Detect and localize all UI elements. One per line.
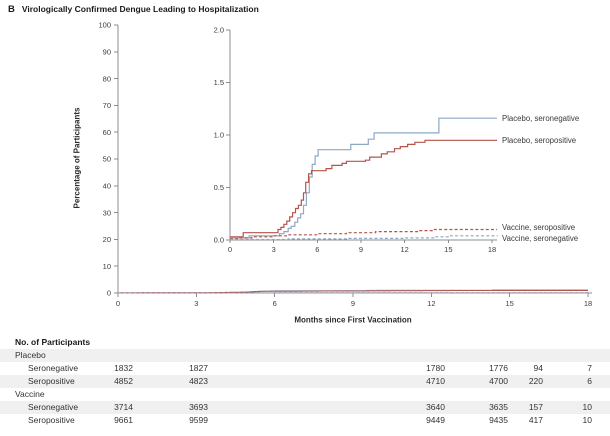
inset-y-tick-label: 1.0 (214, 131, 224, 140)
panel-label: B (8, 4, 15, 15)
count-cell: 4700 (489, 376, 508, 386)
main-x-tick-label: 6 (273, 299, 277, 308)
count-cell: 9661 (114, 415, 133, 425)
main-y-tick-label: 100 (98, 21, 111, 30)
group-row-vaccine: Vaccine (0, 388, 610, 401)
table-row: Seronegative 1832 1827 1780 1776 94 7 (0, 362, 610, 375)
main-y-tick-label: 30 (103, 208, 111, 217)
legend-vaccine-seropositive: Vaccine, seropositive (502, 223, 576, 232)
main-x-tick-label: 18 (584, 299, 592, 308)
x-axis-title: Months since First Vaccination (294, 315, 412, 325)
main-y-tick-label: 10 (103, 262, 111, 271)
main-x-tick-label: 12 (427, 299, 435, 308)
count-cell: 3693 (189, 402, 208, 412)
main-y-tick-label: 70 (103, 101, 111, 110)
group-label: Vaccine (15, 389, 45, 399)
inset-x-tick-label: 6 (315, 245, 319, 254)
inset-x-tick-label: 0 (228, 245, 232, 254)
inset-y-tick-label: 0.0 (214, 236, 224, 245)
count-cell: 220 (528, 376, 543, 386)
count-cell: 157 (528, 402, 543, 412)
count-cell: 4823 (189, 376, 208, 386)
count-cell: 10 (582, 402, 592, 412)
inset-y-tick-label: 0.5 (214, 183, 224, 192)
inset-curve-1 (230, 139, 498, 238)
inset-x-tick-label: 15 (444, 245, 452, 254)
count-cell: 1832 (114, 363, 133, 373)
table-row: Seropositive 9661 9599 9449 9435 417 10 (0, 414, 610, 427)
count-cell: 3714 (114, 402, 133, 412)
legend-placebo-seronegative: Placebo, seronegative (502, 114, 580, 123)
count-cell: 9435 (489, 415, 508, 425)
row-label: Seropositive (28, 376, 75, 386)
main-y-tick-label: 90 (103, 48, 111, 57)
count-cell: 10 (582, 415, 592, 425)
group-row-placebo: Placebo (0, 349, 610, 362)
count-cell: 7 (587, 363, 592, 373)
count-cell: 94 (533, 363, 543, 373)
inset-x-tick-label: 18 (488, 245, 496, 254)
inset-curve-3 (230, 235, 498, 241)
main-x-tick-label: 9 (351, 299, 355, 308)
count-cell: 4852 (114, 376, 133, 386)
main-y-tick-label: 80 (103, 74, 111, 83)
count-cell: 4710 (426, 376, 445, 386)
main-y-tick-label: 0 (107, 289, 111, 298)
main-x-tick-label: 3 (194, 299, 198, 308)
inset-x-tick-label: 12 (400, 245, 408, 254)
group-label: Placebo (15, 350, 46, 360)
inset-x-tick-label: 9 (359, 245, 363, 254)
row-label: Seronegative (28, 363, 79, 373)
main-y-tick-label: 20 (103, 235, 111, 244)
main-y-tick-label: 40 (103, 182, 111, 191)
count-cell: 417 (528, 415, 543, 425)
main-y-tick-label: 60 (103, 128, 111, 137)
row-label: Seronegative (28, 402, 79, 412)
table-row: Seronegative 3714 3693 3640 3635 157 10 (0, 401, 610, 414)
table-title: No. of Participants (15, 337, 91, 347)
count-cell: 1827 (189, 363, 208, 373)
panel-title: B Virologically Confirmed Dengue Leading … (8, 4, 259, 15)
legend-vaccine-seronegative: Vaccine, seronegative (502, 234, 579, 243)
table-row: Seropositive 4852 4823 4710 4700 220 6 (0, 375, 610, 388)
count-cell: 6 (587, 376, 592, 386)
inset-y-tick-label: 1.5 (214, 78, 224, 87)
y-axis-title: Percentage of Participants (72, 107, 82, 209)
count-cell: 3640 (426, 402, 445, 412)
main-y-tick-label: 50 (103, 155, 111, 164)
main-x-tick-label: 15 (505, 299, 513, 308)
count-cell: 3635 (489, 402, 508, 412)
inset-curve-0 (230, 117, 498, 239)
count-cell: 1776 (489, 363, 508, 373)
main-x-tick-label: 0 (116, 299, 120, 308)
legend-placebo-seropositive: Placebo, seropositive (502, 136, 577, 145)
panel-title-text: Virologically Confirmed Dengue Leading t… (21, 4, 259, 14)
row-label: Seropositive (28, 415, 75, 425)
inset-curve-2 (230, 228, 498, 240)
inset-y-tick-label: 2.0 (214, 26, 224, 35)
table-title-row: No. of Participants (0, 336, 610, 349)
count-cell: 1780 (426, 363, 445, 373)
participants-table: No. of Participants Placebo Seronegative… (0, 336, 610, 427)
inset-x-tick-label: 3 (272, 245, 276, 254)
count-cell: 9449 (426, 415, 445, 425)
count-cell: 9599 (189, 415, 208, 425)
